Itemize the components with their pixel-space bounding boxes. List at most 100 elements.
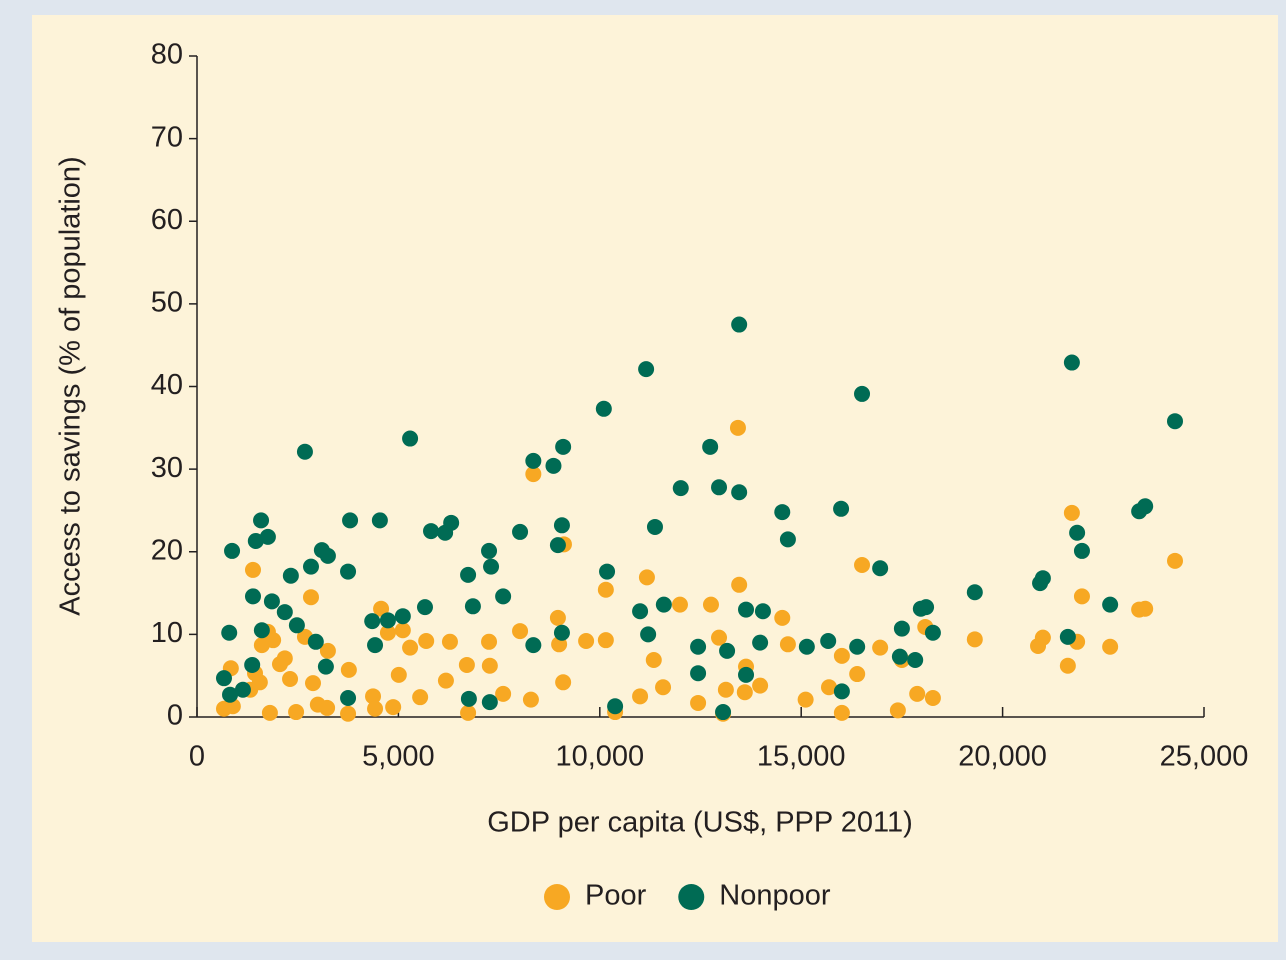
point [731,484,748,501]
point [719,642,736,659]
x-tick-label: 15,000 [757,741,846,773]
point [966,631,983,648]
point [481,694,498,711]
point [373,600,390,617]
point [522,691,539,708]
point [702,438,719,455]
point [918,599,935,616]
point [282,670,299,687]
point [288,617,305,634]
point [244,561,261,578]
point [244,656,261,673]
panel [32,15,1278,942]
point [553,624,570,641]
point [640,626,657,643]
point [379,612,396,629]
point [282,567,299,584]
point [276,650,293,667]
point [340,661,357,678]
point [481,633,498,650]
point [738,601,755,618]
point [441,633,458,650]
point [655,596,672,613]
point [265,632,282,649]
point [632,688,649,705]
point [774,609,791,626]
point [1059,657,1076,674]
point [729,419,746,436]
point [253,512,270,529]
y-axis-label: Access to savings (% of population) [55,156,87,615]
point [1102,638,1119,655]
point [671,596,688,613]
point [553,517,570,534]
point [798,638,815,655]
point [1137,600,1154,617]
point [259,528,276,545]
point [578,632,595,649]
point [924,624,941,641]
point [1166,552,1183,569]
point [893,620,910,637]
point [340,563,357,580]
y-tick-label: 0 [167,700,183,732]
x-tick-label: 25,000 [1160,741,1249,773]
point [854,385,871,402]
point [319,547,336,564]
point [597,632,614,649]
point [1073,588,1090,605]
point [779,636,796,653]
point [460,690,477,707]
point [402,639,419,656]
point [340,705,357,722]
point [731,316,748,333]
y-tick-label: 60 [151,204,183,236]
point [525,637,542,654]
y-tick-label: 10 [151,617,183,649]
point [555,438,572,455]
point [1073,542,1090,559]
point [443,514,460,531]
point [263,593,280,610]
point [512,623,529,640]
legend-marker [678,884,705,910]
point [1166,413,1183,430]
x-tick-label: 20,000 [958,741,1047,773]
point [1034,629,1051,646]
point [1063,354,1080,371]
point [891,648,908,665]
point [437,672,454,689]
point [638,569,655,586]
point [525,466,542,483]
point [1137,498,1154,515]
point [342,512,359,529]
point [646,518,663,535]
point [731,576,748,593]
point [754,603,771,620]
point [1059,628,1076,645]
x-tick-label: 0 [189,741,205,773]
point [319,642,336,659]
point [253,622,270,639]
point [247,533,264,550]
point [340,689,357,706]
point [924,689,941,706]
point [390,666,407,683]
y-tick-label: 40 [151,369,183,401]
point [717,681,734,698]
point [458,656,475,673]
point [545,457,562,474]
point [595,400,612,417]
point [481,657,498,674]
point [833,647,850,664]
legend-label: Poor [585,880,647,912]
y-tick-label: 30 [151,452,183,484]
y-tick-label: 50 [151,287,183,319]
point [224,542,241,559]
point [872,560,889,577]
y-tick-label: 70 [151,121,183,153]
point [402,430,419,447]
point [512,523,529,540]
